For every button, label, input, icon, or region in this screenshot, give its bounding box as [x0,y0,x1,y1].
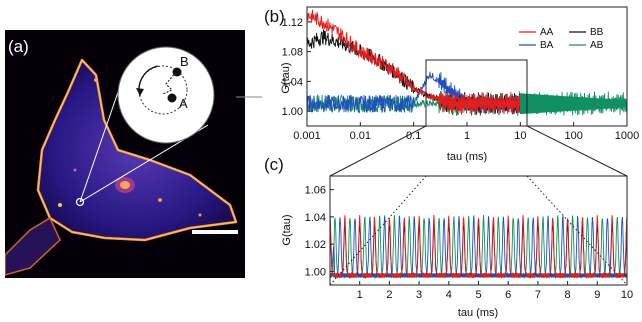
x-tick-label-c: 1 [357,289,363,301]
cell-edge-extension [5,216,61,276]
x-axis-label-b: tau (ms) [447,151,487,163]
x-tick-label-c: 6 [505,289,511,301]
panel-label-c: (c) [264,155,284,174]
speckle [73,168,77,172]
scan-inset: B A [117,46,215,144]
legend-label-ba: BA [540,40,554,51]
legend-b: AA BB BA AB [519,27,604,51]
x-tick-label-c: 8 [565,289,571,301]
scan-path [162,71,177,95]
panel-a [5,30,245,278]
plot-area-b [307,9,627,117]
axes-c: 1 2 3 4 5 6 7 8 9 10 1.00 1.02 1.04 1.06 [305,175,633,301]
y-tick-label-b: 1.08 [282,47,303,59]
y-tick-label-c: 1.04 [305,212,326,224]
point-b-label: B [180,54,189,69]
rotation-arrowhead-icon [136,88,144,96]
x-tick-label-b: 100 [564,130,582,142]
x-tick-label-c: 9 [594,289,600,301]
series-bb-c [330,221,627,279]
series-aa-c [330,214,627,279]
scale-bar [192,230,238,234]
dotted-guide-right [526,175,628,286]
scan-point-marker [75,197,85,207]
y-tick-label-c: 1.00 [305,266,326,278]
plot-area-c [330,214,627,279]
x-tick-label-c: 10 [621,289,633,301]
zoom-connector-right [526,125,628,177]
speckle [58,203,62,207]
speckle [198,213,202,217]
x-tick-label-c: 2 [386,289,392,301]
zoom-connector-left [329,125,427,177]
x-tick-label-b: 0.01 [350,130,371,142]
legend-label-ab: AB [590,40,604,51]
series-ab-tail-b [519,93,627,115]
panel-c: (c) G(tau) 1 2 3 4 5 6 7 8 9 10 1.00 1.02 1.04 1.06 t… [264,155,633,319]
y-tick-label-b: 1.04 [282,76,303,88]
point-a-dot [167,93,177,103]
y-axis-label-b: G(tau) [280,62,292,93]
x-axis-label-c: tau (ms) [458,307,498,319]
series-aa-b [307,9,521,115]
legend-label-aa: AA [540,27,554,38]
x-tick-label-b: 10 [514,130,526,142]
x-tick-label-c: 4 [446,289,452,301]
x-tick-label-c: 7 [535,289,541,301]
y-tick-label-c: 1.06 [305,185,326,197]
speckle [94,78,98,82]
y-tick-label-c: 1.02 [305,239,326,251]
legend-label-bb: BB [590,27,604,38]
inset-circle [117,46,215,144]
cell-membrane-glow [37,59,237,241]
y-tick-label-b: 1.00 [282,106,303,118]
panel-label-b: (b) [264,7,285,26]
x-tick-label-b: 1000 [615,130,639,142]
x-tick-label-b: 0.001 [293,130,321,142]
scan-orbit [138,65,188,115]
x-tick-label-b: 0.1 [406,130,421,142]
x-tick-label-c: 3 [416,289,422,301]
speckle [158,198,162,202]
point-b-dot [172,67,182,77]
x-tick-label-b: 1 [464,130,470,142]
x-tick-label-c: 5 [475,289,481,301]
zoom-box-b [425,59,528,127]
y-axis-label-c: G(tau) [281,214,293,245]
bright-spot-core [120,181,130,189]
dotted-guide-left [329,175,427,286]
axes-b: 0.001 0.01 0.1 1 10 100 1000 1.00 1.04 1.08 1.12 [282,6,639,142]
panel-label-a: (a) [8,37,29,56]
panel-b: (b) G(tau) 0.001 0.01 0.1 1 10 100 1000 1.00 1.0… [264,6,639,163]
zoom-line [79,71,126,203]
y-tick-label-b: 1.12 [282,17,303,29]
point-a-label: A [179,96,188,111]
